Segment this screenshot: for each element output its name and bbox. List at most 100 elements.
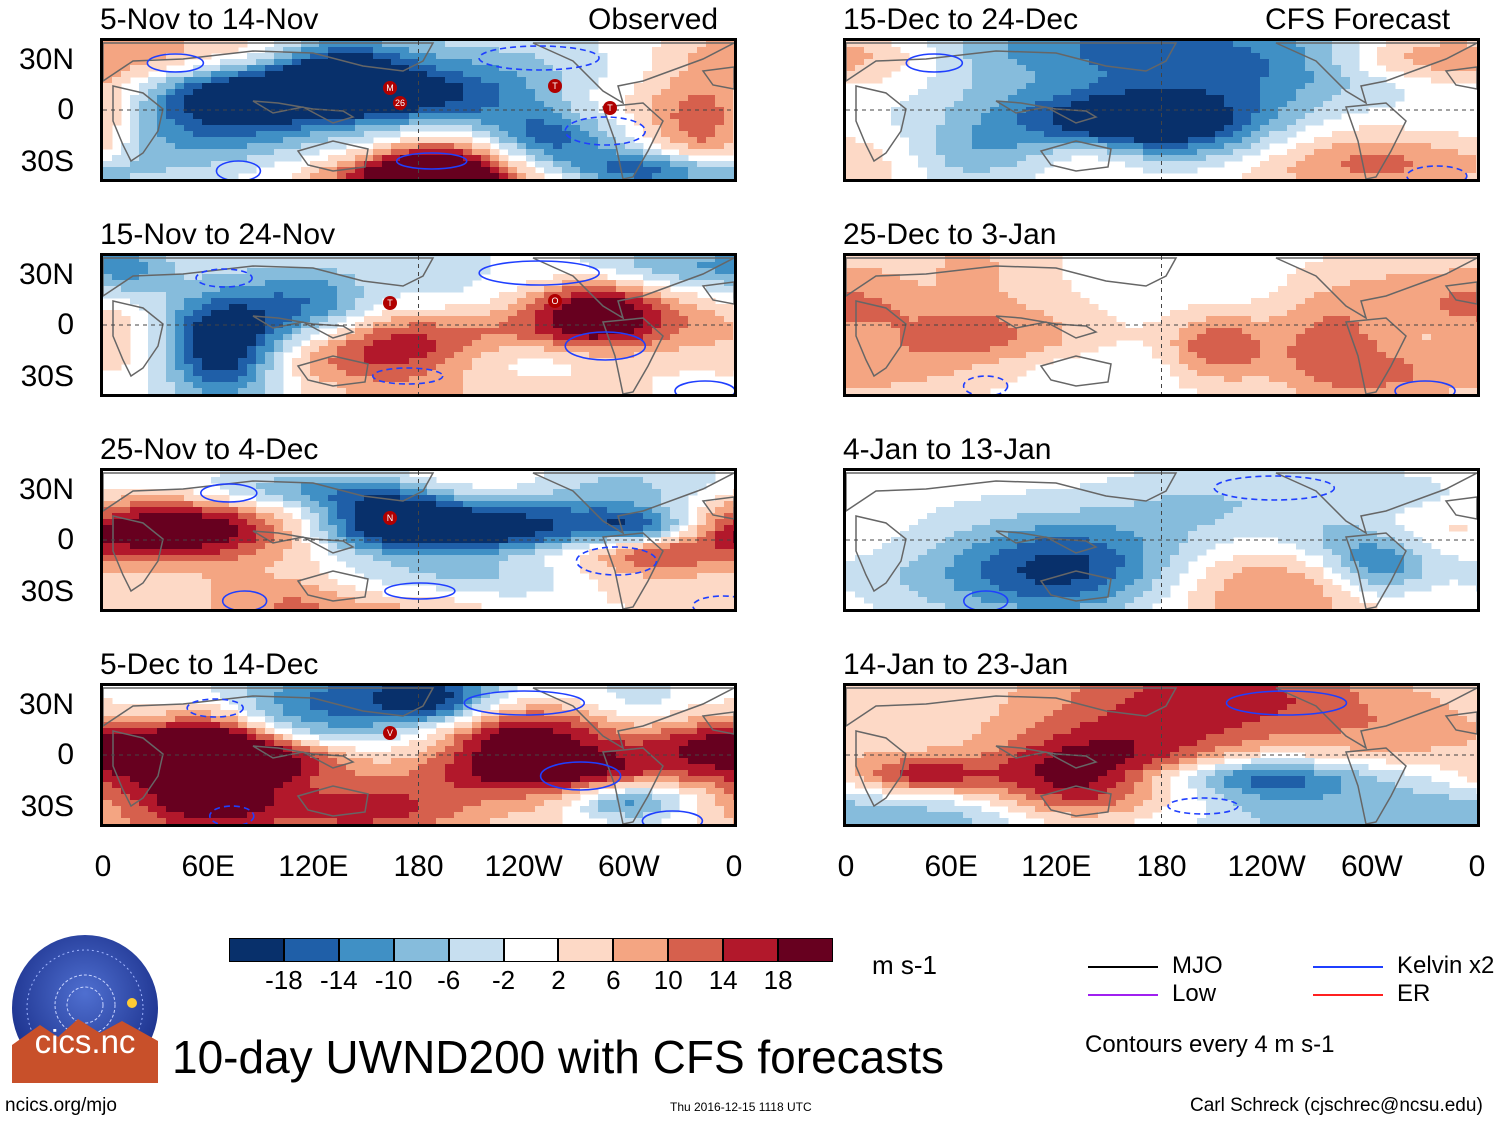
anomaly-cell xyxy=(193,310,203,317)
anomaly-cell xyxy=(274,513,284,520)
anomaly-cell xyxy=(553,746,563,753)
anomaly-cell xyxy=(355,310,365,317)
anomaly-cell xyxy=(562,77,572,84)
anomaly-cell xyxy=(265,555,275,562)
anomaly-cell xyxy=(481,173,491,179)
anomaly-cell xyxy=(355,686,365,693)
anomaly-cell xyxy=(211,334,221,341)
anomaly-cell xyxy=(454,728,464,735)
anomaly-cell xyxy=(481,507,491,514)
anomaly-cell xyxy=(706,41,716,48)
anomaly-cell xyxy=(670,364,680,371)
anomaly-cell xyxy=(661,358,671,365)
anomaly-cell xyxy=(373,573,383,580)
anomaly-cell xyxy=(607,143,617,150)
anomaly-cell xyxy=(211,597,221,604)
anomaly-cell xyxy=(292,334,302,341)
anomaly-cell xyxy=(463,304,473,311)
anomaly-cell xyxy=(463,167,473,174)
anomaly-cell xyxy=(157,531,167,538)
anomaly-cell xyxy=(193,173,203,179)
anomaly-cell xyxy=(328,519,338,526)
anomaly-cell xyxy=(553,95,563,102)
anomaly-cell xyxy=(112,716,122,723)
anomaly-cell xyxy=(670,310,680,317)
anomaly-cell xyxy=(463,692,473,699)
anomaly-cell xyxy=(706,477,716,484)
anomaly-cell xyxy=(364,555,374,562)
anomaly-cell xyxy=(112,322,122,329)
anomaly-cell xyxy=(229,101,239,108)
anomaly-cell xyxy=(553,137,563,144)
anomaly-cell xyxy=(526,352,536,359)
anomaly-cell xyxy=(121,77,131,84)
anomaly-cell xyxy=(373,531,383,538)
anomaly-cell xyxy=(436,501,446,508)
anomaly-cell xyxy=(670,89,680,96)
anomaly-cell xyxy=(166,591,176,598)
anomaly-cell xyxy=(337,364,347,371)
anomaly-cell xyxy=(112,537,122,544)
anomaly-cell xyxy=(148,597,158,604)
anomaly-cell xyxy=(571,167,581,174)
anomaly-cell xyxy=(670,722,680,729)
anomaly-cell xyxy=(733,316,734,323)
anomaly-cell xyxy=(184,722,194,729)
anomaly-cell xyxy=(292,83,302,90)
anomaly-cell xyxy=(373,83,383,90)
anomaly-cell xyxy=(337,328,347,335)
anomaly-cell xyxy=(301,125,311,132)
anomaly-cell xyxy=(157,519,167,526)
anomaly-cell xyxy=(724,352,734,359)
anomaly-cell xyxy=(229,591,239,598)
anomaly-cell xyxy=(427,155,437,162)
anomaly-cell xyxy=(175,71,185,78)
anomaly-cell xyxy=(517,543,527,550)
anomaly-cell xyxy=(301,370,311,377)
anomaly-cell xyxy=(364,710,374,717)
anomaly-cell xyxy=(220,304,230,311)
anomaly-cell xyxy=(526,549,536,556)
anomaly-cell xyxy=(688,549,698,556)
anomaly-cell xyxy=(526,346,536,353)
anomaly-cell xyxy=(418,173,428,179)
anomaly-cell xyxy=(274,740,284,747)
anomaly-cell xyxy=(355,346,365,353)
anomaly-cell xyxy=(247,256,257,263)
anomaly-cell xyxy=(148,579,158,586)
anomaly-cell xyxy=(670,495,680,502)
anomaly-cell xyxy=(571,149,581,156)
anomaly-cell xyxy=(220,47,230,54)
anomaly-cell xyxy=(688,322,698,329)
anomaly-cell xyxy=(472,549,482,556)
anomaly-cell xyxy=(202,597,212,604)
anomaly-cell xyxy=(373,286,383,293)
anomaly-cell xyxy=(166,573,176,580)
anomaly-cell xyxy=(364,41,374,48)
anomaly-cell xyxy=(463,119,473,126)
anomaly-cell xyxy=(364,328,374,335)
anomaly-cell xyxy=(553,149,563,156)
anomaly-cell xyxy=(409,286,419,293)
anomaly-cell xyxy=(229,47,239,54)
anomaly-cell xyxy=(346,531,356,538)
anomaly-cell xyxy=(319,358,329,365)
anomaly-cell xyxy=(418,316,428,323)
anomaly-cell xyxy=(697,59,707,66)
anomaly-cell xyxy=(382,125,392,132)
anomaly-cell xyxy=(112,310,122,317)
anomaly-cell xyxy=(337,543,347,550)
anomaly-cell xyxy=(544,698,554,705)
anomaly-cell xyxy=(571,376,581,383)
anomaly-cell xyxy=(274,95,284,102)
anomaly-cell xyxy=(652,579,662,586)
anomaly-cell xyxy=(202,155,212,162)
anomaly-cell xyxy=(526,131,536,138)
anomaly-cell xyxy=(526,53,536,60)
anomaly-cell xyxy=(553,537,563,544)
anomaly-cell xyxy=(733,364,734,371)
anomaly-cell xyxy=(238,334,248,341)
anomaly-cell xyxy=(139,268,149,275)
anomaly-cell xyxy=(409,119,419,126)
anomaly-cell xyxy=(265,53,275,60)
